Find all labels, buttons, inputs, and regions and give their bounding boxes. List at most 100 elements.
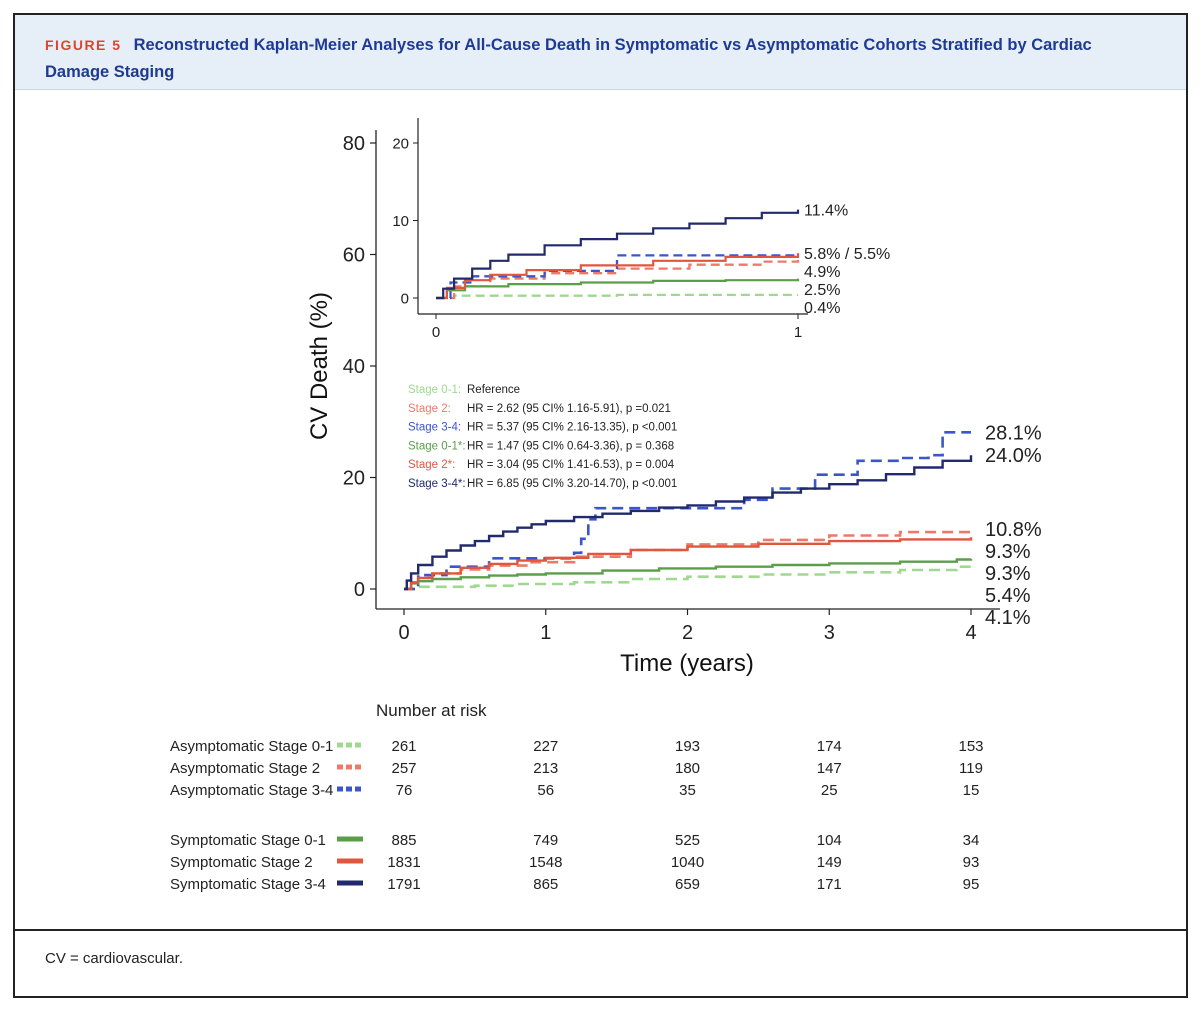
risk-cell: 93 [963,854,980,871]
main-end-label: 24.0% [985,445,1042,467]
hr-text: HR = 6.85 (95 CI% 3.20-14.70), p <0.001 [467,478,677,490]
figure-header: FIGURE 5 Reconstructed Kaplan-Meier Analy… [15,15,1186,90]
risk-cell: 213 [533,760,558,777]
risk-cell: 659 [675,876,700,893]
inset-series-asymptomatic-stage-0-1 [436,293,798,300]
inset-series-symptomatic-stage-0-1 [436,278,800,300]
main-series-group [404,431,973,591]
main-series-asymptomatic-stage-0-1 [404,565,973,591]
inset-end-label: 5.8% / 5.5% [804,246,890,263]
risk-row-label: Symptomatic Stage 2 [170,854,313,871]
footnote: CV = cardiovascular. [45,950,183,967]
risk-cell: 749 [533,832,558,849]
main-x-axis-title: Time (years) [620,650,754,677]
risk-row-label: Asymptomatic Stage 3-4 [170,782,333,799]
main-y-axis-title: CV Death (%) [306,292,333,440]
hr-label: Stage 0-1*: [408,440,466,452]
main-x-tick-label: 2 [682,622,693,644]
risk-row-label: Symptomatic Stage 3-4 [170,876,326,893]
risk-cell: 257 [391,760,416,777]
risk-cell: 95 [963,876,980,893]
risk-table: Number at risk Asymptomatic Stage 0-1 261 2… [170,701,984,893]
hr-text: HR = 5.37 (95 CI% 2.16-13.35), p <0.001 [467,422,677,434]
main-x-tick-label: 3 [824,622,835,644]
hr-text: Reference [467,384,520,396]
main-end-label: 4.1% [985,607,1031,629]
inset-y-tick-label: 0 [401,291,409,308]
risk-cell: 35 [679,782,696,799]
risk-cell: 174 [817,738,842,755]
risk-cell: 1040 [671,854,704,871]
inset-end-label: 2.5% [804,282,840,299]
hr-label: Stage 2*: [408,459,455,471]
inset-x-tick-label: 0 [432,324,440,341]
main-axes: 0 20 40 60 80 0 1 2 3 4 Time (years) CV Death (%) [306,130,1000,677]
risk-cell: 1548 [529,854,562,871]
main-end-label: 5.4% [985,585,1031,607]
main-y-tick-label: 60 [343,245,365,267]
risk-row-label: Asymptomatic Stage 0-1 [170,738,333,755]
main-end-label: 9.3% [985,541,1031,563]
hr-label: Stage 3-4*: [408,478,466,490]
main-end-label: 9.3% [985,563,1031,585]
risk-cell: 227 [533,738,558,755]
hr-annotations: Stage 0-1: Reference Stage 2: HR = 2.62 (95… [408,384,677,490]
inset-series-symptomatic-stage-3-4 [436,209,800,300]
hr-label: Stage 2: [408,403,451,415]
main-x-tick-label: 1 [540,622,551,644]
main-x-tick-label: 4 [965,622,976,644]
risk-cell: 525 [675,832,700,849]
hr-text: HR = 3.04 (95 CI% 1.41-6.53), p = 0.004 [467,459,675,471]
risk-cell: 104 [817,832,842,849]
risk-cell: 171 [817,876,842,893]
inset-end-labels: 11.4% 5.8% / 5.5%4.9%2.5%0.4% [804,203,890,317]
risk-cell: 119 [959,760,983,777]
main-y-tick-label: 40 [343,356,365,378]
figure-frame: FIGURE 5 Reconstructed Kaplan-Meier Analy… [13,13,1188,998]
main-end-labels: 28.1%24.0%10.8%9.3%9.3%5.4%4.1% [985,422,1042,628]
inset-series-group [436,209,800,300]
inset-axes: 0 10 20 0 1 [392,118,808,341]
figure-title: Reconstructed Kaplan-Meier Analyses for … [45,36,1092,81]
risk-cell: 25 [821,782,838,799]
main-end-label: 28.1% [985,422,1042,444]
hr-text: HR = 2.62 (95 CI% 1.16-5.91), p =0.021 [467,403,671,415]
figure-number: FIGURE 5 [45,37,122,53]
main-y-tick-label: 80 [343,133,365,155]
main-y-tick-label: 20 [343,468,365,490]
risk-cell: 180 [675,760,700,777]
inset-end-label: 11.4% [804,203,848,220]
risk-row-label: Symptomatic Stage 0-1 [170,832,326,849]
inset-x-tick-label: 1 [794,324,802,341]
footer-divider [15,929,1186,931]
hr-text: HR = 1.47 (95 CI% 0.64-3.36), p = 0.368 [467,440,674,452]
inset-end-label: 0.4% [804,300,840,317]
inset-y-tick-label: 10 [392,213,409,230]
risk-cell: 1791 [387,876,420,893]
risk-cell: 261 [391,738,416,755]
risk-cell: 56 [537,782,554,799]
risk-cell: 193 [675,738,700,755]
inset-end-label: 4.9% [804,264,840,281]
risk-cell: 149 [817,854,842,871]
risk-cell: 34 [963,832,980,849]
risk-cell: 153 [958,738,983,755]
hr-label: Stage 3-4: [408,422,461,434]
main-y-tick-label: 0 [354,579,365,601]
main-x-tick-label: 0 [398,622,409,644]
main-series-symptomatic-stage-2 [404,537,973,591]
risk-cell: 865 [533,876,558,893]
inset-series-asymptomatic-stage-3-4 [436,254,798,300]
inset-series-symptomatic-stage-2 [436,253,800,300]
hr-label: Stage 0-1: [408,384,461,396]
figure-caption: FIGURE 5 Reconstructed Kaplan-Meier Analy… [45,32,1156,86]
main-series-symptomatic-stage-0-1 [404,558,973,591]
risk-table-title: Number at risk [376,701,487,720]
risk-cell: 147 [817,760,842,777]
risk-cell: 885 [391,832,416,849]
risk-row-label: Asymptomatic Stage 2 [170,760,320,777]
inset-y-tick-label: 20 [392,136,409,153]
main-end-label: 10.8% [985,519,1042,541]
main-series-symptomatic-stage-3-4 [404,455,973,591]
